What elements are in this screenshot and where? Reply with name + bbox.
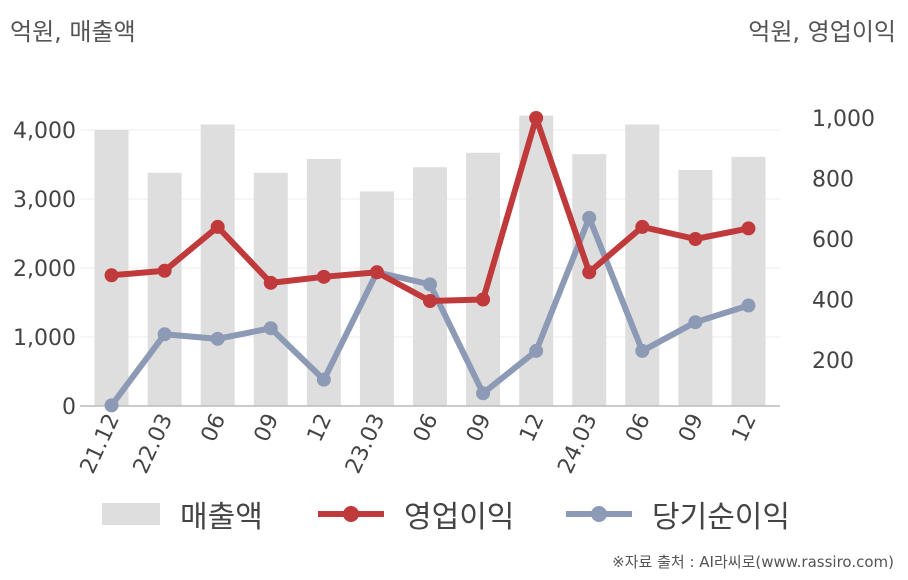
legend-label-revenue: 매출액 xyxy=(180,500,263,535)
combo-chart: 0 1,000 2,000 3,000 4,000 200 400 600 800 1,000 21… xyxy=(13,107,875,478)
x-tick-label: 09 xyxy=(462,410,496,446)
legend-item-net-income: 당기순이익 xyxy=(566,492,790,536)
right-tick-label: 600 xyxy=(812,228,854,253)
legend-swatch-operating-income xyxy=(318,503,384,525)
x-tick-label: 12 xyxy=(303,410,337,446)
point-net-income xyxy=(529,343,544,358)
point-operating-income xyxy=(369,265,384,280)
point-net-income xyxy=(263,321,278,336)
point-net-income xyxy=(476,386,491,401)
point-net-income xyxy=(316,372,331,387)
legend-item-operating-income: 영업이익 xyxy=(318,492,514,536)
bar-revenue xyxy=(200,124,235,406)
legend-label-net-income: 당기순이익 xyxy=(652,500,790,535)
bar-revenue xyxy=(678,170,713,406)
point-net-income xyxy=(635,343,650,358)
legend-swatch-net-income xyxy=(566,503,632,525)
point-operating-income xyxy=(582,265,597,280)
left-tick-label: 3,000 xyxy=(13,188,76,213)
point-net-income xyxy=(210,331,225,346)
point-net-income xyxy=(741,298,756,313)
bar-revenue xyxy=(147,172,182,406)
point-operating-income xyxy=(741,221,756,236)
right-axis-unit: 억원, 영업이익 xyxy=(748,18,896,46)
legend-label-operating-income: 영업이익 xyxy=(404,500,515,535)
right-tick-label: 800 xyxy=(812,168,854,193)
point-operating-income xyxy=(210,219,225,234)
right-tick-label: 400 xyxy=(812,289,854,314)
x-tick-label: 21.12 xyxy=(76,410,125,478)
point-net-income xyxy=(423,277,437,292)
left-tick-label: 0 xyxy=(62,395,76,420)
x-tick-label: 06 xyxy=(197,410,231,446)
point-net-income xyxy=(157,327,172,342)
point-operating-income xyxy=(316,269,331,284)
x-tick-label: 09 xyxy=(674,410,708,446)
left-tick-label: 2,000 xyxy=(13,257,76,282)
point-operating-income xyxy=(104,268,119,283)
left-axis-unit: 억원, 매출액 xyxy=(10,18,136,46)
bar-revenue xyxy=(731,156,766,406)
left-tick-label: 4,000 xyxy=(13,119,76,144)
legend-swatch-revenue xyxy=(102,503,160,525)
x-tick-label: 22.03 xyxy=(129,410,178,478)
x-tick-label: 06 xyxy=(621,410,655,446)
point-net-income xyxy=(582,210,597,225)
point-operating-income xyxy=(635,219,650,234)
x-tick-label: 12 xyxy=(727,410,761,446)
legend: 매출액 영업이익 당기순이익 xyxy=(0,492,908,536)
x-tick-label: 09 xyxy=(250,410,284,446)
bar-revenue xyxy=(625,124,660,406)
x-tick-label: 12 xyxy=(515,410,549,446)
point-operating-income xyxy=(688,232,703,246)
bar-revenue xyxy=(572,154,607,406)
right-tick-label: 1,000 xyxy=(812,107,875,132)
bar-revenue xyxy=(94,130,129,406)
point-operating-income xyxy=(476,292,491,307)
left-tick-label: 1,000 xyxy=(13,326,76,351)
point-net-income xyxy=(688,315,703,330)
point-operating-income xyxy=(529,111,544,125)
x-tick-label: 24.03 xyxy=(553,410,602,478)
point-operating-income xyxy=(157,263,172,278)
point-net-income xyxy=(104,398,119,413)
legend-item-revenue: 매출액 xyxy=(102,492,263,536)
right-tick-label: 200 xyxy=(812,349,854,374)
source-credit: ※자료 출처 : AI라씨로(www.rassiro.com) xyxy=(612,553,894,571)
point-operating-income xyxy=(263,275,278,290)
x-tick-label: 06 xyxy=(409,410,443,446)
x-tick-label: 23.03 xyxy=(341,410,390,478)
point-operating-income xyxy=(423,294,437,309)
